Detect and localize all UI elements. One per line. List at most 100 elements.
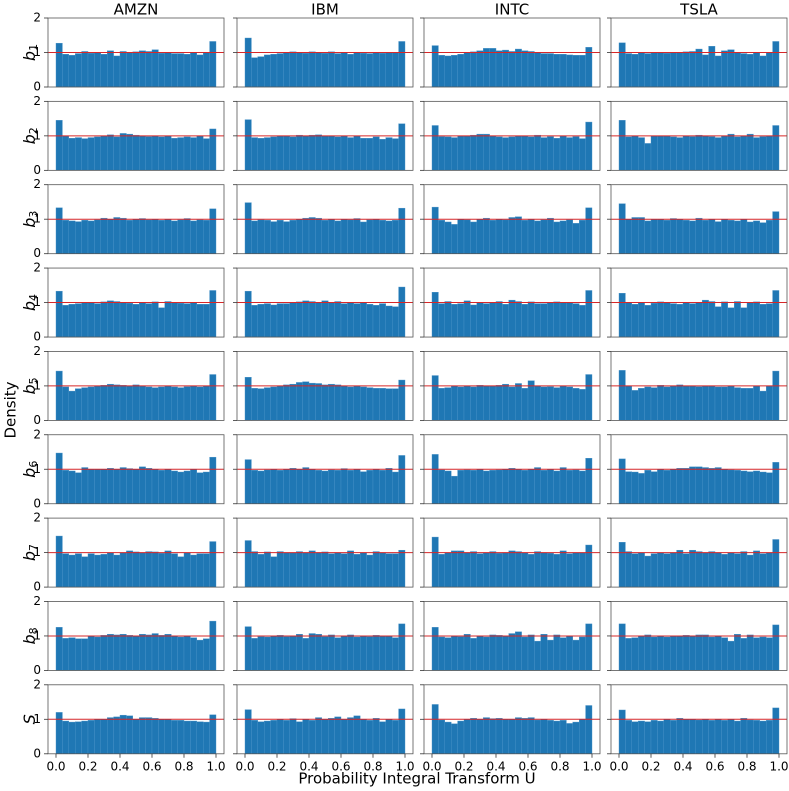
histogram-bar: [138, 634, 146, 671]
histogram-bar: [740, 218, 748, 254]
histogram-bar: [151, 135, 159, 171]
histogram-bar: [431, 704, 439, 755]
histogram-bar: [177, 137, 185, 171]
histogram-bar: [270, 54, 278, 88]
histogram-bar: [353, 52, 361, 88]
histogram-bar: [438, 388, 445, 421]
histogram-bar: [315, 134, 322, 171]
histogram-bar: [759, 136, 767, 171]
histogram-bar: [663, 636, 671, 671]
histogram-bar: [553, 554, 561, 588]
histogram-bar: [257, 636, 265, 671]
histogram-bar: [502, 552, 509, 588]
histogram-bar: [164, 634, 172, 671]
histogram-bar: [302, 52, 310, 88]
histogram-bar: [106, 134, 114, 171]
histogram-bar: [495, 469, 503, 504]
histogram-bar: [650, 720, 658, 755]
histogram-bar: [353, 135, 361, 171]
histogram-bar: [534, 385, 542, 421]
histogram-bar: [631, 637, 639, 671]
y-tick-label: 1: [33, 378, 41, 392]
panel: [607, 267, 788, 338]
histogram-bar: [145, 468, 153, 504]
histogram-bar: [177, 471, 185, 504]
histogram-bar: [540, 386, 548, 421]
histogram-bar: [759, 636, 767, 671]
y-tick-label: 1: [33, 545, 41, 559]
histogram-bar: [708, 301, 716, 338]
histogram-bar: [702, 552, 709, 588]
histogram-bar: [489, 718, 497, 754]
histogram-bar: [132, 384, 140, 421]
panel: [420, 267, 601, 338]
histogram-bar: [328, 553, 335, 588]
histogram-bar: [676, 52, 684, 88]
histogram-bar: [289, 220, 297, 254]
histogram-bar: [138, 50, 146, 88]
histogram-bar: [366, 304, 374, 338]
x-tick-label: 0.8: [737, 759, 756, 773]
histogram-bar: [328, 718, 335, 755]
histogram-bar: [438, 136, 445, 171]
column-title: AMZN: [114, 1, 159, 19]
histogram-bar: [438, 554, 445, 588]
panel: [607, 601, 788, 671]
histogram-bar: [663, 302, 671, 338]
histogram-bar: [244, 202, 252, 254]
row-label-subscript: 4: [27, 294, 40, 301]
histogram-bar: [714, 552, 722, 588]
histogram-bar: [209, 128, 217, 171]
histogram-bar: [398, 455, 406, 504]
histogram-bar: [740, 53, 748, 88]
y-tick-label: 2: [33, 177, 41, 191]
row-label: b2: [20, 127, 41, 144]
x-tick-label: 0.8: [550, 759, 569, 773]
histogram-bar: [483, 636, 490, 671]
histogram-bar: [257, 304, 265, 338]
histogram-bar: [521, 135, 529, 171]
histogram-bar: [727, 719, 735, 754]
histogram-bar: [772, 462, 780, 504]
histogram-bar: [695, 134, 703, 171]
histogram-bar: [347, 302, 354, 338]
histogram-bar: [289, 383, 297, 421]
histogram-bar: [321, 135, 329, 171]
row-label-subscript: 8: [27, 627, 40, 634]
row-label-subscript: 5: [27, 377, 40, 384]
panel: [420, 17, 601, 88]
y-axis-label: Density: [2, 381, 20, 438]
histogram-bar: [676, 304, 684, 338]
histogram-bar: [270, 635, 278, 671]
panel: [420, 100, 601, 171]
histogram-bar: [145, 634, 153, 671]
histogram-bar: [566, 302, 574, 338]
x-tick-label: 0.2: [267, 759, 286, 773]
histogram-bar: [264, 54, 271, 88]
histogram-bar: [183, 470, 191, 504]
histogram-bar: [540, 219, 548, 254]
x-tick-label: 0.8: [363, 759, 382, 773]
histogram-bar: [302, 300, 310, 338]
histogram-bar: [534, 220, 542, 254]
row-label: b7: [20, 544, 41, 561]
histogram-bar: [682, 51, 690, 88]
histogram-bar: [334, 220, 342, 254]
histogram-bar: [315, 717, 322, 755]
histogram-bar: [170, 220, 178, 254]
histogram-bar: [119, 552, 127, 588]
histogram-bar: [276, 385, 284, 421]
histogram-bar: [444, 136, 452, 171]
histogram-bar: [746, 554, 754, 588]
histogram-bar: [527, 634, 535, 671]
histogram-bar: [94, 719, 102, 754]
x-tick-label: 0.4: [673, 759, 692, 773]
histogram-bar: [644, 634, 652, 671]
histogram-bar: [644, 555, 652, 588]
histogram-bar: [708, 551, 716, 588]
histogram-bar: [618, 623, 626, 671]
histogram-bar: [572, 388, 580, 421]
histogram-bar: [734, 301, 741, 338]
histogram-bar: [521, 304, 529, 338]
histogram-bar: [438, 719, 445, 754]
